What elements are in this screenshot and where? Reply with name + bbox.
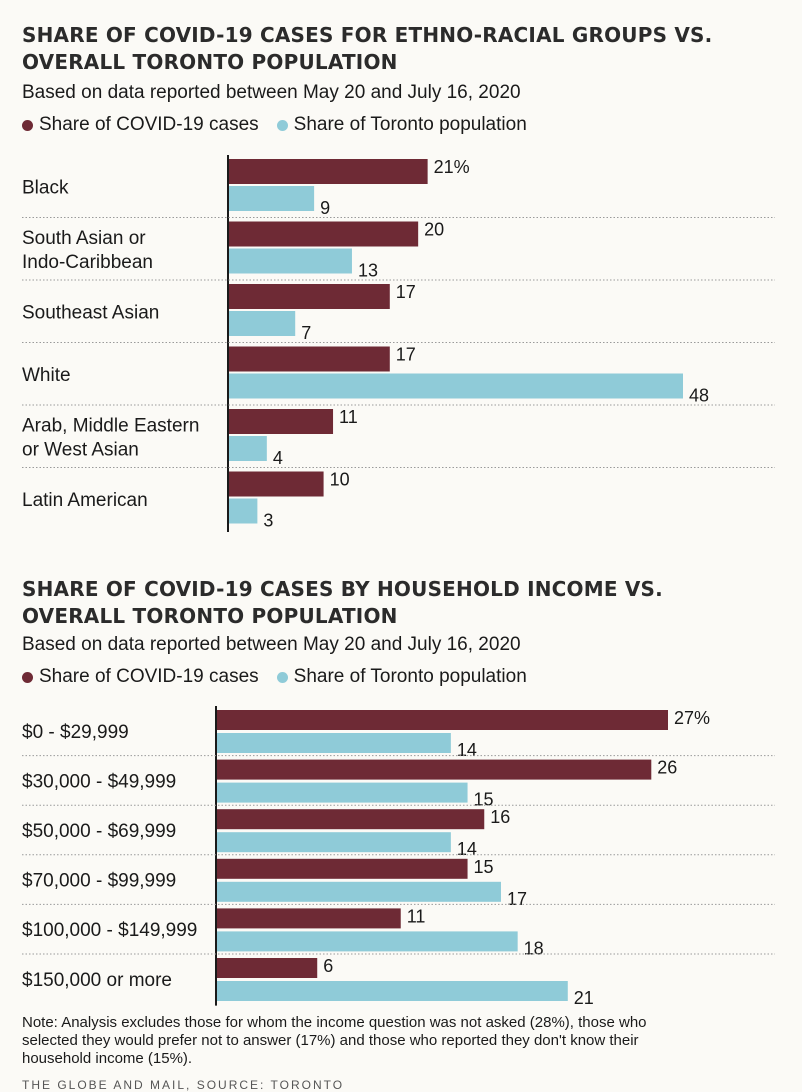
chart-note: Note: Analysis excludes those for whom t… [22,1014,647,1067]
value-label-cases: 6 [323,956,333,976]
bar-population [217,931,518,952]
bar-cases [229,409,334,434]
bar-cases [229,284,390,309]
category-label: $50,000 - $69,999 [22,821,176,842]
value-label-cases: 10 [330,470,350,490]
category-label: $0 - $29,999 [22,722,129,743]
bar-population [217,881,501,902]
bar-population [229,436,267,461]
chart-legend: Share of COVID-19 cases Share of Toronto… [22,666,545,688]
bar-cases [217,710,668,730]
bar-cases [229,159,428,184]
bar-population [217,832,451,853]
bar-population [229,311,296,336]
value-label-cases: 17 [396,345,416,365]
bar-population [217,733,451,753]
value-label-population: 14 [457,839,477,859]
chart-subtitle: Based on data reported between May 20 an… [22,82,521,103]
value-label-population: 21 [574,988,594,1008]
legend-dot-cases [22,119,33,131]
bar-population [217,782,468,803]
legend-item-population: Share of Toronto population [276,666,527,688]
bar-population [217,981,568,1001]
category-label: Black [22,177,69,198]
legend-dot-cases [22,671,33,683]
bar-cases [217,958,318,978]
value-label-cases: 17 [396,282,416,302]
value-label-cases: 27% [674,708,710,728]
value-label-population: 13 [358,261,378,281]
value-label-population: 7 [301,323,311,343]
bar-cases [229,346,390,372]
chart-subtitle: Based on data reported between May 20 an… [22,634,521,655]
legend-item-population: Share of Toronto population [276,114,527,136]
value-label-population: 9 [320,198,330,218]
bar-cases [229,221,419,247]
legend-dot-population [276,119,288,131]
category-label: $100,000 - $149,999 [22,920,197,941]
bar-population [229,186,315,211]
chart-legend: Share of COVID-19 cases Share of Toronto… [22,114,545,136]
bar-cases [217,809,485,830]
legend-item-cases: Share of COVID-19 cases [22,114,259,136]
bar-population [229,373,683,399]
value-label-population: 48 [689,386,709,406]
value-label-population: 14 [457,740,477,760]
value-label-population: 17 [507,889,527,909]
value-label-cases: 16 [490,807,510,827]
category-label: $150,000 or more [22,970,172,991]
category-label: White [22,365,71,386]
value-label-population: 15 [474,790,494,810]
category-label: $30,000 - $49,999 [22,771,176,792]
bar-cases [217,908,401,929]
category-label: South Asian or Indo-Caribbean [22,228,153,273]
value-label-population: 3 [263,511,273,531]
bar-population [229,248,352,274]
category-label: $70,000 - $99,999 [22,871,176,892]
value-label-cases: 26 [657,758,677,778]
bar-cases [229,471,324,497]
bar-cases [217,759,652,780]
category-label: Southeast Asian [22,302,159,323]
legend-label-population: Share of Toronto population [293,114,527,135]
value-label-population: 4 [273,448,283,468]
legend-item-cases: Share of COVID-19 cases [22,666,259,688]
legend-label-cases: Share of COVID-19 cases [39,114,259,135]
bar-cases [217,858,468,879]
value-label-cases: 21% [434,157,470,177]
value-label-cases: 11 [407,906,426,926]
value-label-population: 18 [524,938,544,958]
legend-label-cases: Share of COVID-19 cases [39,666,259,687]
value-label-cases: 11 [339,407,358,427]
chart-title: SHARE OF COVID-19 CASES FOR ETHNO-RACIAL… [22,23,713,74]
legend-label-population: Share of Toronto population [293,666,527,687]
source-footer: THE GLOBE AND MAIL, SOURCE: TORONTO [22,1078,345,1092]
category-label: Latin American [22,490,148,511]
chart-title: SHARE OF COVID-19 CASES BY HOUSEHOLD INC… [22,577,663,628]
bar-population [229,498,258,524]
value-label-cases: 15 [474,857,494,877]
legend-dot-population [276,671,288,683]
value-label-cases: 20 [424,220,444,240]
category-label: Arab, Middle Eastern or West Asian [22,415,199,460]
